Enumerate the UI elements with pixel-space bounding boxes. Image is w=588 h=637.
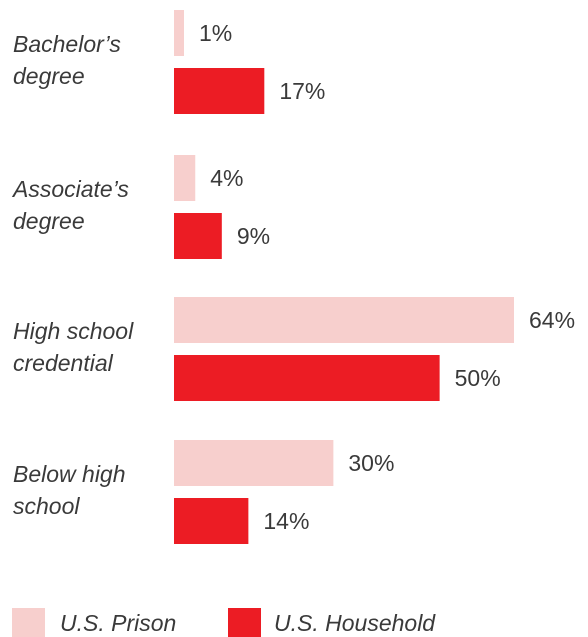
category-label-line: Below high bbox=[13, 461, 126, 487]
category-label: Associate’s degree bbox=[11, 176, 129, 234]
bar-us-prison bbox=[174, 440, 334, 486]
bar-us-household bbox=[174, 355, 440, 401]
category-label-line: degree bbox=[13, 208, 85, 234]
value-label: 1% bbox=[199, 20, 232, 46]
legend-swatch bbox=[12, 608, 45, 637]
category-label-line: school bbox=[13, 493, 80, 519]
legend: U.S. Prison U.S. Household bbox=[12, 608, 436, 637]
bar-us-prison bbox=[174, 297, 514, 343]
category-label: Below high school bbox=[13, 461, 126, 519]
bar-us-household bbox=[174, 68, 265, 114]
category-label: Bachelor’s degree bbox=[13, 31, 121, 89]
bar-us-prison bbox=[174, 10, 184, 56]
bar-us-prison bbox=[174, 155, 196, 201]
value-labels: 1% 17% 4% 9% 64% 50% 30% 14% bbox=[199, 20, 575, 534]
category-label: High school credential bbox=[13, 318, 134, 376]
category-label-line: High school bbox=[13, 318, 134, 344]
value-label: 30% bbox=[348, 450, 394, 476]
category-label-line: degree bbox=[13, 63, 85, 89]
value-label: 50% bbox=[455, 365, 501, 391]
bar-us-household bbox=[174, 213, 222, 259]
legend-label: U.S. Household bbox=[274, 610, 436, 636]
value-label: 14% bbox=[263, 508, 309, 534]
value-label: 4% bbox=[210, 165, 243, 191]
value-label: 9% bbox=[237, 223, 270, 249]
category-label-line: credential bbox=[13, 350, 114, 376]
bar-us-household bbox=[174, 498, 249, 544]
category-label-line: Associate’s bbox=[11, 176, 129, 202]
bars bbox=[174, 10, 514, 544]
value-label: 17% bbox=[279, 78, 325, 104]
category-label-line: Bachelor’s bbox=[13, 31, 121, 57]
legend-label: U.S. Prison bbox=[60, 610, 176, 636]
legend-swatch bbox=[228, 608, 261, 637]
value-label: 64% bbox=[529, 307, 575, 333]
category-labels: Bachelor’s degree Associate’s degree High sc… bbox=[11, 31, 134, 519]
